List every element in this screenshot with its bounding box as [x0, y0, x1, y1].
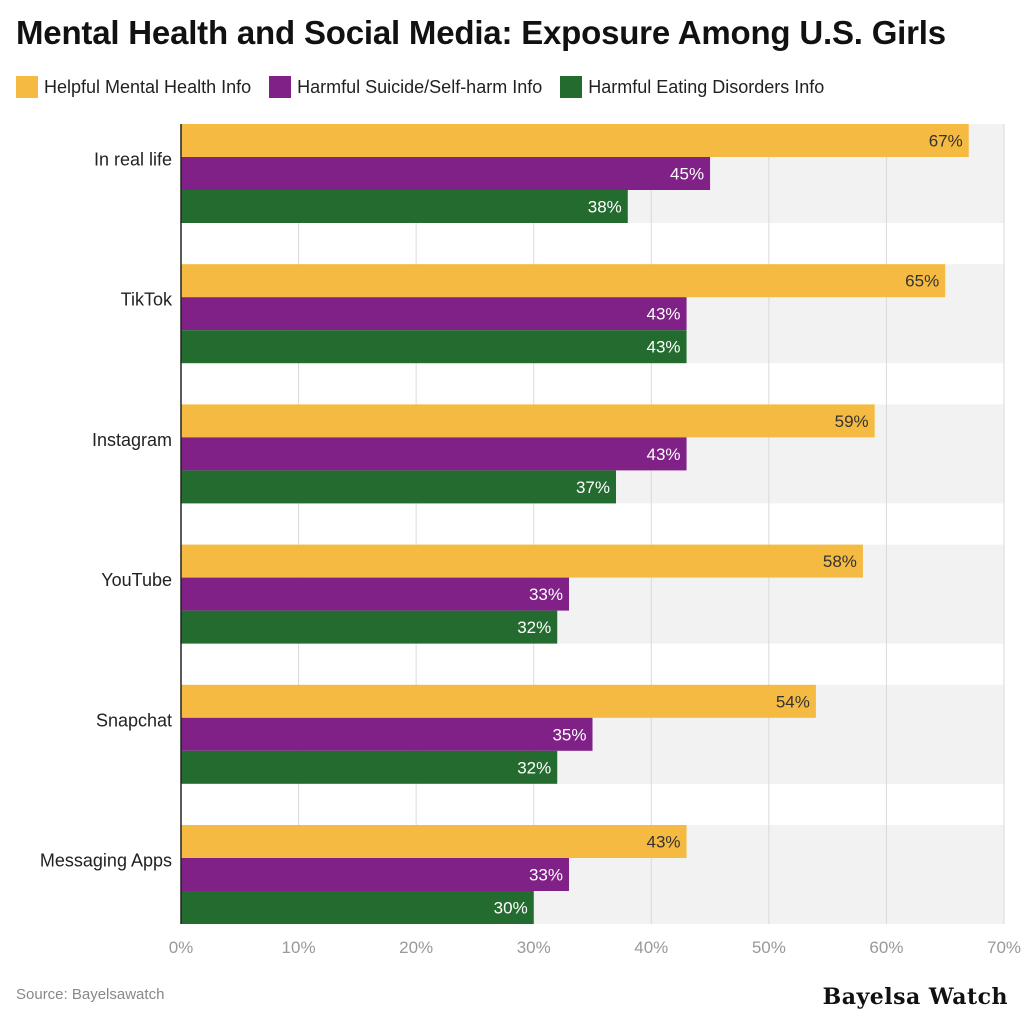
category-label: Instagram [92, 430, 172, 450]
chart-title: Mental Health and Social Media: Exposure… [16, 14, 946, 51]
bar [181, 610, 558, 644]
bar [181, 891, 534, 924]
bar [181, 190, 628, 223]
data-label: 54% [776, 692, 810, 711]
bar [181, 577, 569, 611]
data-label: 59% [835, 412, 869, 431]
x-tick-label: 30% [517, 938, 551, 957]
data-label: 58% [823, 552, 857, 571]
bar [181, 124, 969, 157]
category-label: YouTube [101, 570, 172, 590]
data-label: 43% [647, 338, 681, 357]
bar [181, 470, 617, 504]
x-tick-label: 70% [987, 938, 1021, 957]
data-label: 45% [670, 165, 704, 184]
bar [181, 858, 569, 891]
x-tick-label: 0% [169, 938, 194, 957]
legend-label-self-harm: Harmful Suicide/Self-harm Info [297, 76, 543, 97]
bar [181, 330, 687, 364]
category-label: Snapchat [96, 710, 172, 730]
category-label: Messaging Apps [40, 851, 172, 871]
x-tick-label: 20% [399, 938, 433, 957]
bar [181, 544, 863, 578]
legend-item-self-harm: Harmful Suicide/Self-harm Info [269, 76, 542, 98]
x-tick-label: 60% [869, 938, 903, 957]
legend-label-helpful: Helpful Mental Health Info [44, 76, 252, 97]
data-label: 35% [552, 725, 586, 744]
legend-swatch-helpful [16, 76, 38, 98]
data-label: 65% [905, 272, 939, 291]
legend-item-helpful: Helpful Mental Health Info [16, 76, 251, 98]
bar [181, 157, 711, 190]
source-note: Source: Bayelsawatch [16, 986, 165, 1003]
x-tick-label: 50% [752, 938, 786, 957]
data-label: 32% [517, 618, 551, 637]
data-label: 32% [517, 758, 551, 777]
data-label: 38% [588, 198, 622, 217]
legend-swatch-eating-disorders [560, 76, 583, 98]
bar [181, 684, 816, 718]
legend-label-eating-disorders: Harmful Eating Disorders Info [588, 76, 825, 97]
data-label: 33% [529, 866, 563, 885]
legend-swatch-self-harm [269, 76, 292, 98]
bar [181, 264, 946, 298]
bar [181, 825, 687, 858]
x-tick-label: 40% [634, 938, 668, 957]
category-label: TikTok [121, 290, 173, 310]
category-label: In real life [94, 150, 172, 170]
data-label: 43% [647, 833, 681, 852]
brand-logo: Bayelsa Watch [822, 984, 1008, 1010]
legend-item-eating-disorders: Harmful Eating Disorders Info [560, 76, 824, 98]
bar [181, 404, 875, 438]
bar [181, 750, 558, 784]
data-label: 33% [529, 585, 563, 604]
data-label: 43% [647, 305, 681, 324]
bar [181, 717, 593, 751]
bar [181, 437, 687, 471]
data-label: 37% [576, 478, 610, 497]
data-label: 30% [494, 899, 528, 918]
data-label: 43% [647, 445, 681, 464]
chart-legend: Helpful Mental Health Info Harmful Suici… [16, 76, 824, 98]
x-tick-label: 10% [282, 938, 316, 957]
bar [181, 297, 687, 331]
data-label: 67% [929, 132, 963, 151]
